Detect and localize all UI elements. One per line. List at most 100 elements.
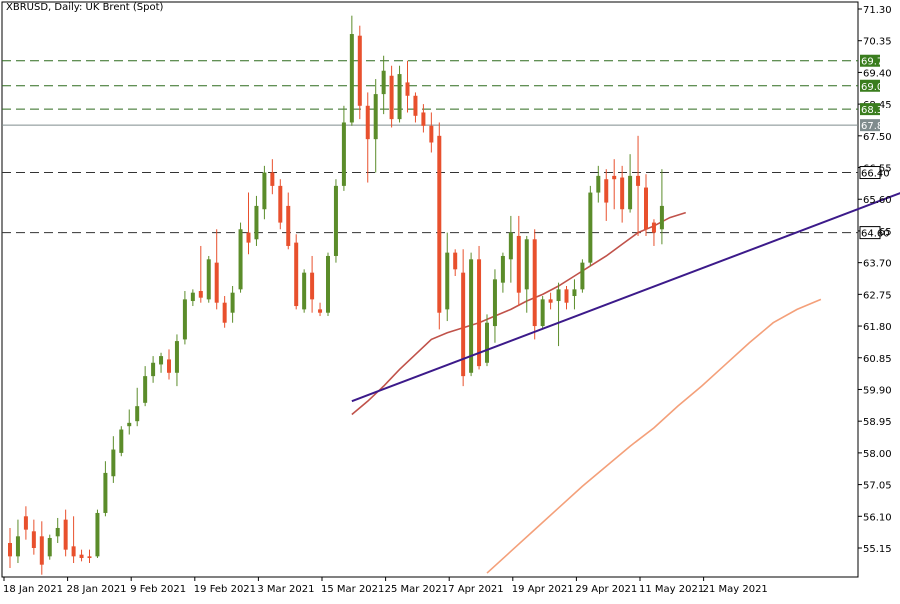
candle-body — [159, 356, 164, 365]
level-tag-label: 67.82 — [861, 121, 890, 132]
candle-body — [95, 512, 100, 557]
y-tick-label: 59.90 — [863, 385, 892, 396]
candle-body — [405, 82, 410, 96]
level-tag — [860, 54, 880, 67]
level-tag-label: 66.40 — [861, 169, 890, 180]
y-tick-label: 67.50 — [863, 132, 892, 143]
candle-body — [238, 229, 243, 290]
candle-body — [516, 235, 521, 293]
candle-body — [492, 279, 497, 327]
y-tick-label: 60.85 — [863, 354, 892, 365]
candle-body — [508, 232, 513, 260]
candle-body — [47, 537, 52, 557]
y-tick-label: 69.40 — [863, 68, 892, 79]
x-tick-label: 7 Apr 2021 — [448, 584, 503, 595]
level-tag — [859, 226, 881, 240]
candle-body — [413, 95, 418, 116]
candle-body — [485, 322, 489, 363]
y-tick-label: 58.00 — [863, 449, 892, 460]
candle-body — [222, 302, 227, 323]
candle-body — [333, 185, 338, 256]
candle-body — [198, 291, 203, 298]
candle-body — [119, 429, 124, 453]
candle-body — [580, 262, 585, 290]
candle-body — [341, 122, 346, 186]
candle-body — [445, 252, 450, 310]
candle-body — [103, 472, 108, 513]
level-tag — [860, 79, 880, 92]
level-tag — [859, 166, 881, 180]
candle-body — [214, 262, 219, 303]
x-tick-label: 3 Mar 2021 — [257, 584, 314, 595]
candle-body — [182, 299, 187, 340]
candle-body — [651, 222, 656, 233]
level-tag-label: 68.30 — [861, 105, 890, 116]
candle-body — [628, 175, 633, 210]
x-tick-label: 25 Mar 2021 — [385, 584, 448, 595]
candle-body — [270, 172, 275, 186]
candle-body — [389, 75, 394, 120]
candle-body — [596, 175, 601, 193]
candle-body — [421, 112, 426, 126]
moving-average-long — [486, 298, 822, 574]
candle-body — [310, 272, 315, 300]
candle-body — [540, 299, 545, 327]
candle-body — [365, 105, 370, 140]
candle-body — [349, 34, 354, 123]
y-tick-label: 70.35 — [863, 37, 892, 48]
candle-body — [127, 422, 132, 427]
candle-body — [604, 179, 609, 203]
candle-body — [357, 35, 362, 106]
x-tick-label: 28 Jan 2021 — [67, 584, 127, 595]
candle-body — [644, 187, 648, 230]
candle-body — [262, 172, 267, 210]
level-tag-label: 69.75 — [861, 57, 890, 68]
candle-body — [373, 94, 378, 140]
candle-body — [556, 289, 561, 302]
candle-body — [461, 272, 466, 377]
candle-body — [294, 242, 299, 307]
candle-body — [588, 192, 593, 263]
candle-body — [167, 359, 171, 373]
x-tick-label: 19 Apr 2021 — [512, 584, 574, 595]
candle-body — [286, 205, 291, 246]
candle-body — [572, 289, 577, 297]
candle-body — [206, 259, 211, 300]
candle-body — [429, 125, 434, 143]
candle-body — [55, 527, 60, 537]
candle-body — [143, 376, 148, 403]
level-tag-label: 64.60 — [861, 229, 890, 240]
x-tick-label: 15 Mar 2021 — [321, 584, 384, 595]
candle-body — [548, 299, 553, 303]
x-tick-label: 19 Feb 2021 — [194, 584, 256, 595]
y-tick-label: 65.60 — [863, 195, 892, 206]
candle-body — [302, 272, 307, 310]
candle-body — [15, 536, 20, 557]
candle-body — [524, 239, 529, 290]
candle-body — [659, 205, 664, 230]
x-tick-label: 11 May 2021 — [639, 584, 704, 595]
candle-body — [87, 556, 92, 559]
candle-body — [318, 309, 323, 313]
candle-body — [453, 252, 458, 270]
y-tick-label: 63.70 — [863, 259, 892, 270]
candle-body — [8, 542, 12, 557]
candle-body — [23, 516, 28, 530]
chart-title: XBRUSD, Daily: UK Brent (Spot) — [6, 2, 164, 13]
candle-body — [564, 289, 569, 303]
x-tick-label: 21 May 2021 — [703, 584, 768, 595]
level-tag — [860, 119, 880, 132]
level-tag — [860, 103, 880, 116]
y-tick-label: 57.05 — [863, 481, 892, 492]
x-tick-label: 9 Feb 2021 — [130, 584, 186, 595]
candle-body — [254, 205, 259, 240]
x-tick-label: 29 Apr 2021 — [575, 584, 637, 595]
candle-body — [500, 255, 505, 283]
candle-body — [620, 177, 625, 210]
candle-body — [437, 135, 442, 313]
candle-body — [469, 259, 474, 373]
candle-body — [230, 292, 235, 313]
y-tick-label: 58.95 — [863, 417, 892, 428]
